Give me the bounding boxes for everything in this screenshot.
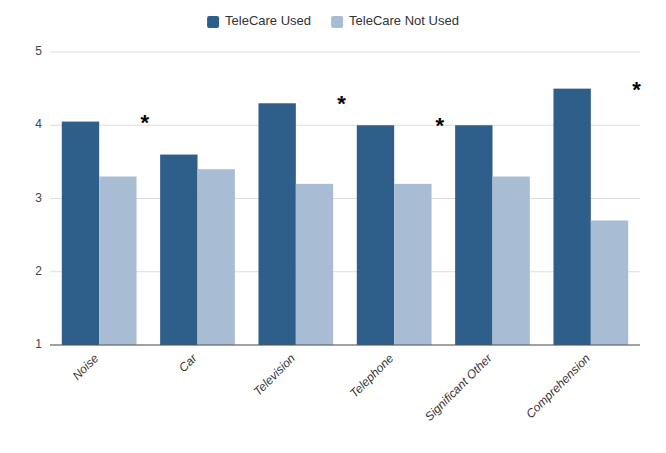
y-tick-label: 5: [35, 44, 42, 58]
y-tick-label: 4: [35, 117, 42, 131]
bar: [99, 177, 136, 345]
chart-container: 1 2 3 4 5 Noise Car Television Telephone Signific…: [0, 0, 666, 453]
bar: [198, 169, 235, 345]
annotation: *: [337, 91, 346, 116]
annotation: *: [436, 113, 445, 138]
y-axis: 1 2 3 4 5: [35, 44, 640, 351]
bars: [62, 89, 628, 345]
x-axis: Noise Car Television Telephone Significant O…: [70, 351, 593, 424]
bar: [160, 155, 197, 345]
legend: TeleCare Used TeleCare Not Used: [207, 13, 459, 28]
bar: [296, 184, 333, 345]
grid-line: [50, 52, 640, 53]
x-tick-label: Significant Other: [422, 351, 495, 424]
bar: [258, 103, 295, 345]
legend-swatch: [331, 16, 343, 28]
annotation: *: [141, 110, 150, 135]
bar: [493, 177, 530, 345]
x-tick-label: Noise: [70, 351, 102, 383]
annotations: * * * *: [141, 77, 642, 139]
bar: [591, 220, 628, 345]
bar: [553, 89, 590, 345]
x-axis-line: [50, 345, 640, 346]
y-tick-label: 1: [35, 337, 42, 351]
chart: 1 2 3 4 5 Noise Car Television Telephone Signific…: [0, 0, 666, 453]
x-tick-label: Telephone: [347, 351, 396, 400]
annotation: *: [632, 77, 641, 102]
bar: [394, 184, 431, 345]
grid-line: [50, 271, 640, 272]
y-tick-label: 2: [35, 264, 42, 278]
bar: [357, 125, 394, 345]
bar: [455, 125, 492, 345]
legend-label: TeleCare Not Used: [349, 13, 459, 28]
x-tick-label: Car: [176, 351, 200, 375]
x-tick-label: Comprehension: [523, 351, 593, 421]
legend-swatch: [207, 16, 219, 28]
legend-label: TeleCare Used: [225, 13, 311, 28]
x-tick-label: Television: [251, 351, 299, 399]
grid-line: [50, 345, 640, 346]
bar: [62, 122, 99, 345]
grid-line: [50, 125, 640, 126]
y-tick-label: 3: [35, 191, 42, 205]
grid-line: [50, 198, 640, 199]
